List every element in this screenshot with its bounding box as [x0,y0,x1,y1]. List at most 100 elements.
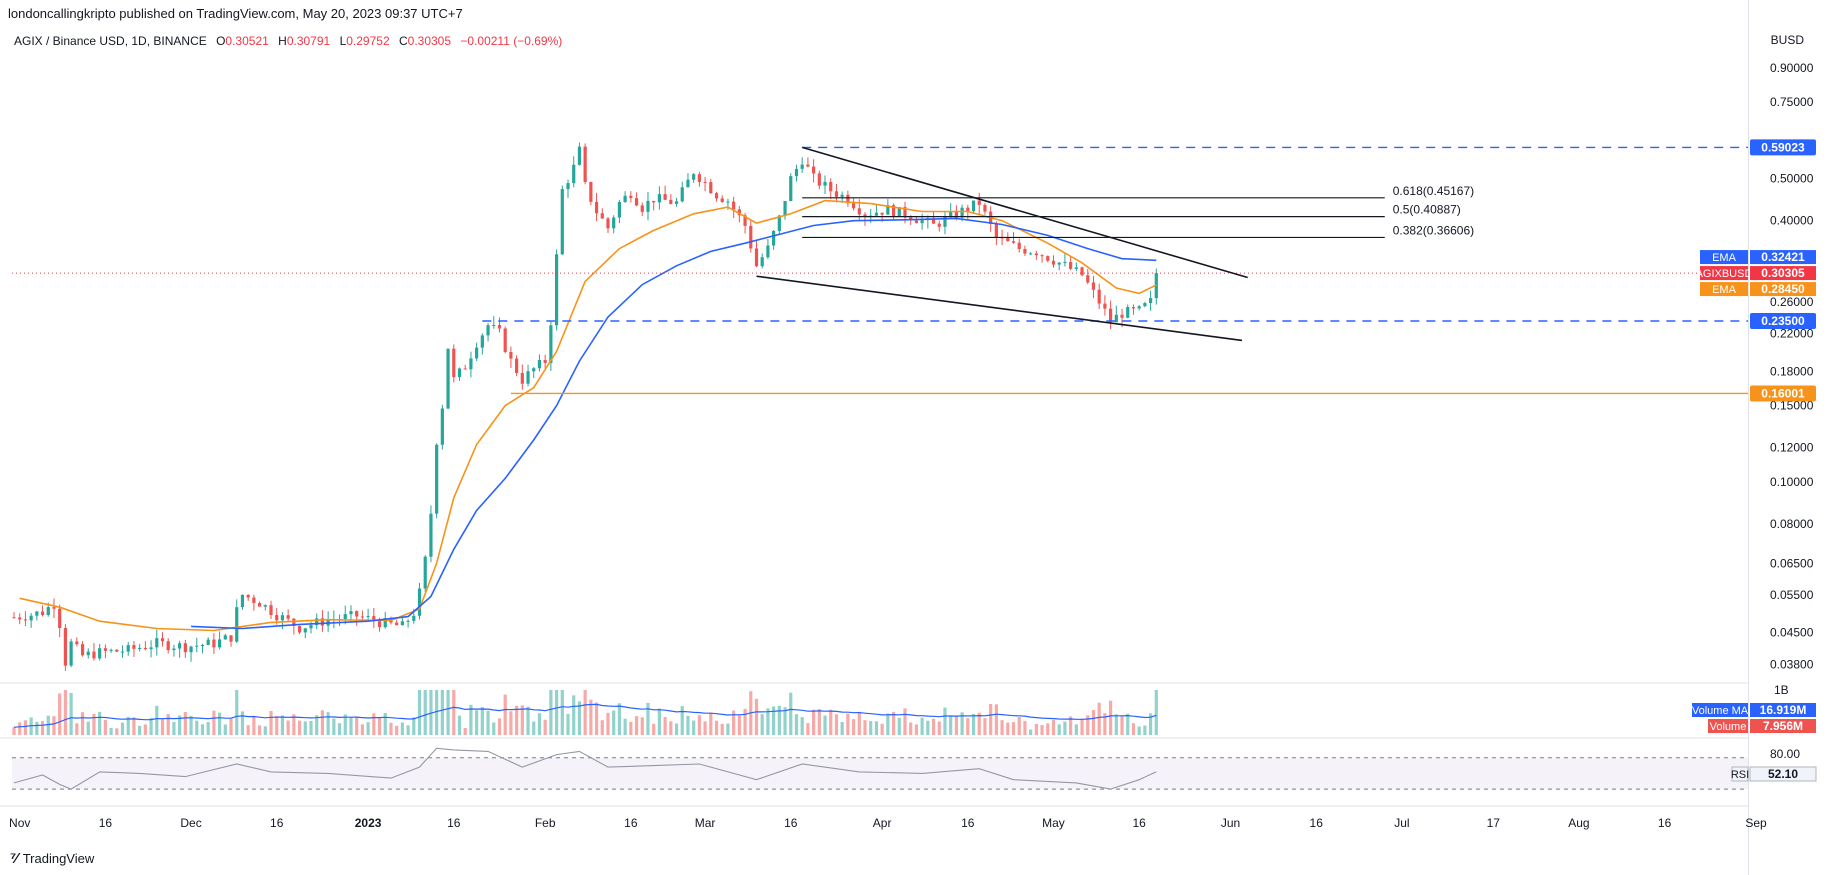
candle-body [960,207,964,218]
candle-body [355,611,359,617]
candle-body [720,198,724,202]
volume-bar [486,710,490,735]
volume-bar [720,723,724,735]
candle-body [971,200,976,212]
candle-body [457,368,462,378]
candle-body [943,216,947,227]
level-axis-label: 0.23500 [1761,314,1805,328]
volume-bar [286,720,290,735]
volume-bar [463,727,467,735]
volume-bar [235,690,239,735]
volume-bar [469,704,473,735]
volume-ma-name: Volume MA [1692,705,1749,717]
price-axis-area[interactable] [1748,0,1834,875]
volume-bar [714,720,719,735]
candle-body [640,205,644,212]
volume-bar [63,690,68,735]
candle-body [1074,267,1078,269]
price-tick-label: 0.04500 [1770,626,1814,640]
volume-bar [337,723,342,735]
volume-bar [1143,725,1147,735]
candle-body [75,641,79,645]
volume-bar [674,723,679,735]
volume-value: 7.956M [1763,719,1803,733]
volume-bar [692,720,696,735]
volume-bar [532,721,536,735]
volume-bar [829,709,833,735]
candle-body [891,205,896,217]
trendline [756,275,1243,342]
rsi-band [12,757,1748,790]
candle-body [983,204,987,212]
candle-body [600,213,604,219]
volume-bar [851,719,856,735]
volume-bar [823,715,827,735]
volume-pane [12,690,1158,735]
volume-ma-badge [1692,703,1748,717]
volume-bar [806,723,810,735]
volume-bar [1109,700,1113,735]
volume-bar [857,711,861,735]
candle-body [594,201,599,214]
volume-bar [69,693,73,735]
candle-body [1011,241,1016,243]
volume-bar [1040,725,1044,735]
candle-body [857,208,861,215]
volume-bar [766,708,770,735]
volume-bar [383,712,387,735]
candle-body [612,217,616,229]
volume-bar [40,721,45,735]
candle-body [829,181,833,192]
candle-body [577,146,582,165]
volume-bar [497,718,502,735]
volume-bar [903,708,907,735]
candle-body [200,644,205,646]
candle-body [257,602,262,607]
price-tick-label: 0.03800 [1770,657,1814,671]
candle-body [657,194,661,203]
candle-body [280,615,285,621]
legend-high: 0.30791 [286,34,331,48]
volume-bar [406,725,410,735]
overlays: 0.618(0.45167) 0.5(0.40887) 0.382(0.36606) [12,146,1748,632]
volume-bar [360,724,364,735]
candle-body [366,616,370,618]
price-tick-label: 0.18000 [1770,364,1814,378]
candle-body [115,649,119,652]
date-tick-label: May [1042,816,1065,830]
candle-body [503,328,507,353]
candle-body [726,201,730,203]
date-tick-label: Feb [535,816,556,830]
symbol-name[interactable]: AGIX / Binance USD, 1D, BINANCE [14,34,207,48]
volume-bar [732,710,736,735]
volume-bar [789,692,793,735]
ema-fast-line [19,199,1157,632]
volume-bar [138,725,142,735]
footer[interactable]: ⁷⁄ TradingView [10,850,94,867]
volume-bar [457,715,462,735]
level-axis-badge [1750,139,1816,156]
candle-body [560,189,564,255]
volume-bar [240,711,245,735]
volume-bar [257,725,262,735]
price-tick-label: 0.75000 [1770,95,1814,109]
volume-bar [1080,719,1084,735]
candle-body [1120,314,1124,318]
legend-low: 0.29752 [346,34,390,48]
volume-bar [726,723,730,735]
candle-body [63,627,68,666]
candle-body [1057,262,1061,265]
price-tick-label: 0.06500 [1770,556,1814,570]
volume-axis-label: 1B [1774,683,1789,697]
candle-body [275,615,279,621]
candle-body [834,191,839,197]
candle-body [480,335,484,348]
volume-bar [12,727,16,735]
candle-body [874,212,879,216]
candle-body [143,648,147,650]
volume-bar [189,715,193,735]
currency-label: BUSD [1770,33,1804,47]
publisher-line: londoncallingkripto published on Trading… [8,6,463,21]
volume-bar [652,723,656,735]
